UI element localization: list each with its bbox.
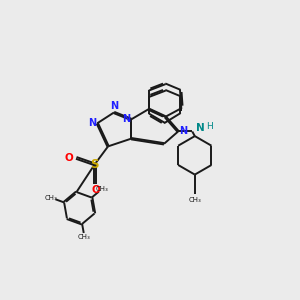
Text: N: N: [110, 101, 118, 111]
Text: O: O: [91, 185, 100, 195]
Text: O: O: [65, 153, 74, 163]
Text: H: H: [206, 122, 213, 131]
Text: CH₃: CH₃: [96, 186, 108, 192]
Text: N: N: [122, 114, 130, 124]
Text: N: N: [196, 123, 204, 134]
Text: N: N: [179, 127, 187, 136]
Text: CH₃: CH₃: [188, 197, 201, 203]
Text: CH₃: CH₃: [78, 234, 91, 240]
Text: CH₃: CH₃: [45, 195, 58, 201]
Text: S: S: [91, 158, 99, 171]
Text: N: N: [88, 118, 96, 128]
